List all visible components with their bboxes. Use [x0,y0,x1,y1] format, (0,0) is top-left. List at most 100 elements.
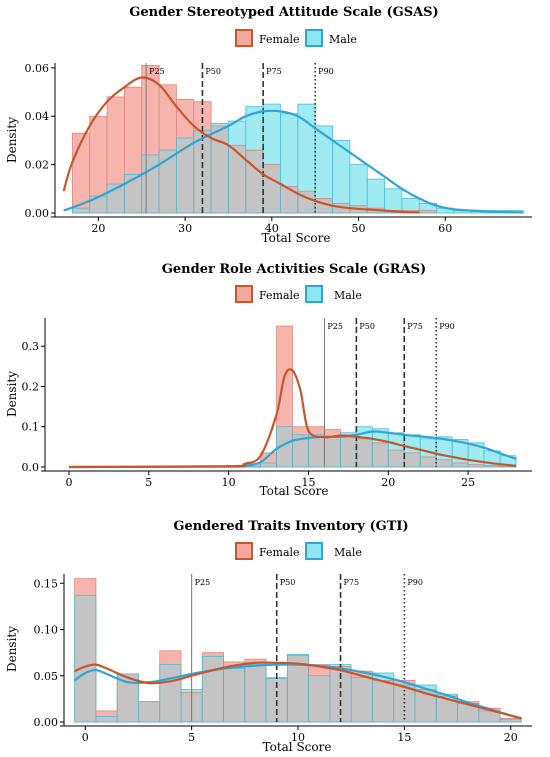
percentile-label: P75 [407,322,423,331]
y-tick-label: 0.02 [25,159,50,172]
hist-bar-overlap [276,426,293,467]
hist-bar-female [74,578,96,596]
panel-gsas: Gender Stereotyped Attitude Scale (GSAS)… [5,5,532,245]
panel-title: Gender Stereotyped Attitude Scale (GSAS) [129,5,438,20]
x-axis-label: Total Score [260,484,329,498]
hist-bar-overlap [457,703,479,722]
hist-bar-female [351,671,373,678]
percentile-label: P90 [318,67,334,76]
hist-bar-overlap [419,210,437,213]
hist-bar-overlap [159,150,177,213]
legend-label-female: Female [259,33,300,46]
y-tick-label: 0.0 [22,461,40,474]
y-tick-label: 0.15 [34,577,59,590]
hist-bar-overlap [308,434,325,467]
hist-bar-overlap [95,716,118,722]
hist-bar-overlap [159,664,181,722]
x-tick-label: 15 [301,476,315,489]
legend: Female Male [235,285,362,303]
legend: Female Male [235,542,362,560]
hist-bar-male [245,106,264,151]
x-tick-label: 0 [82,731,89,744]
percentile-label: P50 [280,578,296,587]
hist-bar-female [324,429,341,437]
legend-label-male: Male [334,546,362,559]
hist-outline-male [499,718,522,723]
hist-bar-male [401,198,420,211]
percentile-label: P50 [359,322,375,331]
hist-bar-female [292,426,309,435]
hist-bar-male [280,113,298,187]
hist-bar-overlap [324,436,341,467]
hist-bar-male [453,210,472,213]
hist-bar-overlap [141,154,160,213]
hist-bar-overlap [436,696,458,722]
hist-bar-male [419,203,437,211]
hist-bar-overlap [72,208,90,213]
y-tick-label: 0.3 [22,340,40,353]
hist-bar-overlap [308,675,330,722]
hist-bar-male [263,104,281,165]
hist-bar-overlap [211,125,229,213]
hist-bar-female [260,452,277,463]
hist-bar-female [500,718,522,720]
hist-bar-overlap [452,462,469,467]
x-tick-label: 20 [381,476,395,489]
hist-bar-overlap [202,656,224,722]
hist-bar-female [107,96,125,184]
hist-bar-male [211,123,229,126]
panel-title: Gender Role Activities Scale (GRAS) [162,262,426,277]
legend-key-female [235,285,253,303]
hist-bar-male [287,654,309,656]
percentile-label: P25 [149,67,165,76]
hist-bar-overlap [176,138,194,213]
legend-label-male: Male [329,33,357,46]
x-tick-label: 30 [178,222,192,235]
legend: Female Male [235,29,357,47]
hist-bar-overlap [260,462,277,467]
hist-bar-overlap [436,459,453,467]
panel-gti: Gendered Traits Inventory (GTI) Female M… [5,519,532,754]
y-tick-label: 0.05 [34,670,59,683]
hist-bar-male [315,125,333,199]
hist-bar-overlap [415,689,437,722]
hist-bar-overlap [468,464,485,467]
hist-bar-overlap [500,466,517,467]
hist-bar-overlap [124,174,142,213]
x-tick-label: 60 [438,222,452,235]
hist-bar-female [308,426,325,435]
percentile-label: P75 [344,578,360,587]
y-axis-label: Density [5,371,19,417]
density-curve-female [68,368,517,469]
y-tick-label: 0.06 [25,62,50,75]
hist-bar-female [95,710,118,717]
x-tick-label: 15 [397,731,411,744]
hist-bar-overlap [351,677,373,722]
hist-bar-male [436,208,454,213]
hist-bar-overlap [74,595,96,722]
percentile-label: P90 [439,322,455,331]
legend-label-female: Female [259,289,300,302]
x-tick-label: 40 [265,222,279,235]
density-curve-male [63,109,524,214]
x-tick-label: 5 [188,731,195,744]
y-tick-label: 0.2 [22,380,40,393]
hist-bar-overlap [372,680,394,722]
density-curve-male [68,430,517,469]
hist-bar-male [384,188,402,211]
hist-bar-overlap [263,164,281,213]
y-axis-label: Density [5,626,19,672]
hist-bar-female [89,116,108,197]
y-tick-label: 0.00 [25,207,50,220]
hist-bar-overlap [404,452,421,467]
percentile-label: P25 [327,322,343,331]
hist-bar-overlap [244,664,267,722]
hist-bar-overlap [484,465,501,467]
hist-bar-female [159,650,181,665]
hist-bar-overlap [340,434,357,467]
hist-bar-female [124,87,142,175]
x-tick-label: 0 [65,476,72,489]
hist-bar-overlap [292,434,309,467]
hist-bar-overlap [138,701,160,722]
